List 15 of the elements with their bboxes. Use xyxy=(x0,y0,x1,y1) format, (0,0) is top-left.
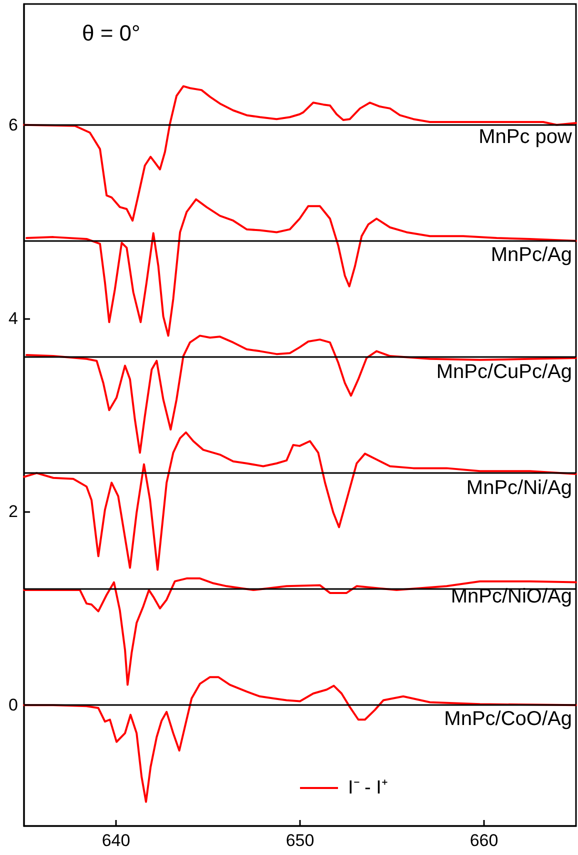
x-tick-label: 650 xyxy=(286,831,314,850)
series-label: MnPc/NiO/Ag xyxy=(450,585,572,608)
x-tick-label: 640 xyxy=(102,831,130,850)
series-label: MnPc/CoO/Ag xyxy=(444,708,572,730)
series-label: MnPc pow xyxy=(478,126,573,148)
legend-title: I⁻ - I⁺ xyxy=(348,778,388,798)
series-label: MnPc/Ni/Ag xyxy=(466,476,572,499)
x-tick-label: 660 xyxy=(470,831,498,850)
y-tick-label: 4 xyxy=(8,308,18,328)
y-tick-label: 2 xyxy=(8,502,18,522)
series-label: MnPc/Ag xyxy=(490,244,572,266)
y-tick-label: 0 xyxy=(8,696,18,715)
series-label: MnPc/CuPc/Ag xyxy=(436,360,572,383)
text: θ = 0° xyxy=(82,20,140,46)
y-tick-label: 6 xyxy=(8,115,18,134)
